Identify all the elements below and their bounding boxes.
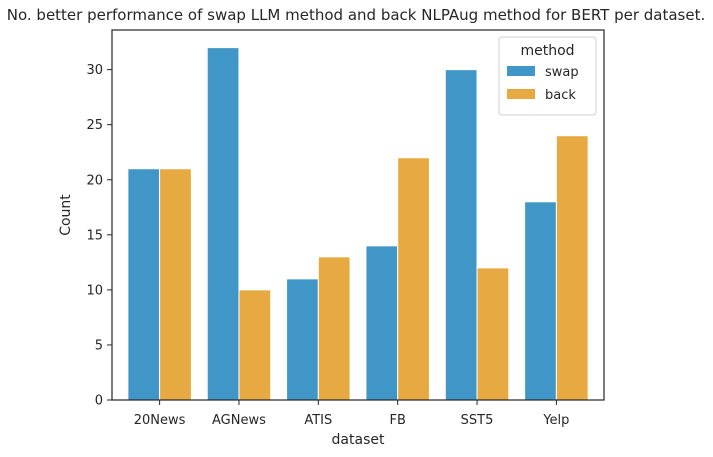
bar-back-agnews [238,289,272,401]
chart-title: No. better performance of swap LLM metho… [7,6,706,24]
bar-back-sst5 [476,267,510,401]
bar-swap-fb [365,245,399,401]
x-tick-label: ATIS [304,413,332,428]
legend: method swap back [498,36,597,116]
bar-swap-atis [286,278,319,401]
y-tick-label: 15 [86,228,103,243]
bar-back-20news [159,168,192,401]
bar-back-fb [397,157,430,401]
x-axis: 20News AGNews ATIS FB SST5 Yelp [134,400,569,428]
y-tick-label: 10 [86,283,103,298]
x-tick-label: AGNews [212,413,266,428]
y-tick-label: 5 [95,338,103,353]
legend-swatch-swap [507,66,535,76]
legend-title: method [520,43,574,59]
plot-frame [111,29,605,401]
x-tick-label: SST5 [461,413,494,428]
x-tick-label: Yelp [542,413,569,428]
legend-label-swap: swap [545,65,579,80]
y-tick-label: 20 [86,173,103,188]
legend-swatch-back [507,89,535,99]
bar-back-yelp [555,135,589,401]
y-tick-label: 0 [95,394,103,409]
bar-swap-agnews [206,47,240,401]
y-tick-label: 30 [86,63,103,78]
y-axis-label: Count [58,194,74,236]
legend-label-back: back [545,88,576,103]
bar-back-atis [317,256,351,401]
x-tick-label: 20News [134,413,186,428]
y-axis: 0 5 10 15 20 25 30 [86,63,112,409]
y-tick-label: 25 [86,118,103,133]
bars-group [127,47,589,401]
bar-swap-yelp [524,201,557,401]
x-axis-label: dataset [332,432,385,448]
x-tick-label: FB [389,413,405,428]
bar-swap-20news [127,168,161,401]
bar-swap-sst5 [444,69,478,401]
